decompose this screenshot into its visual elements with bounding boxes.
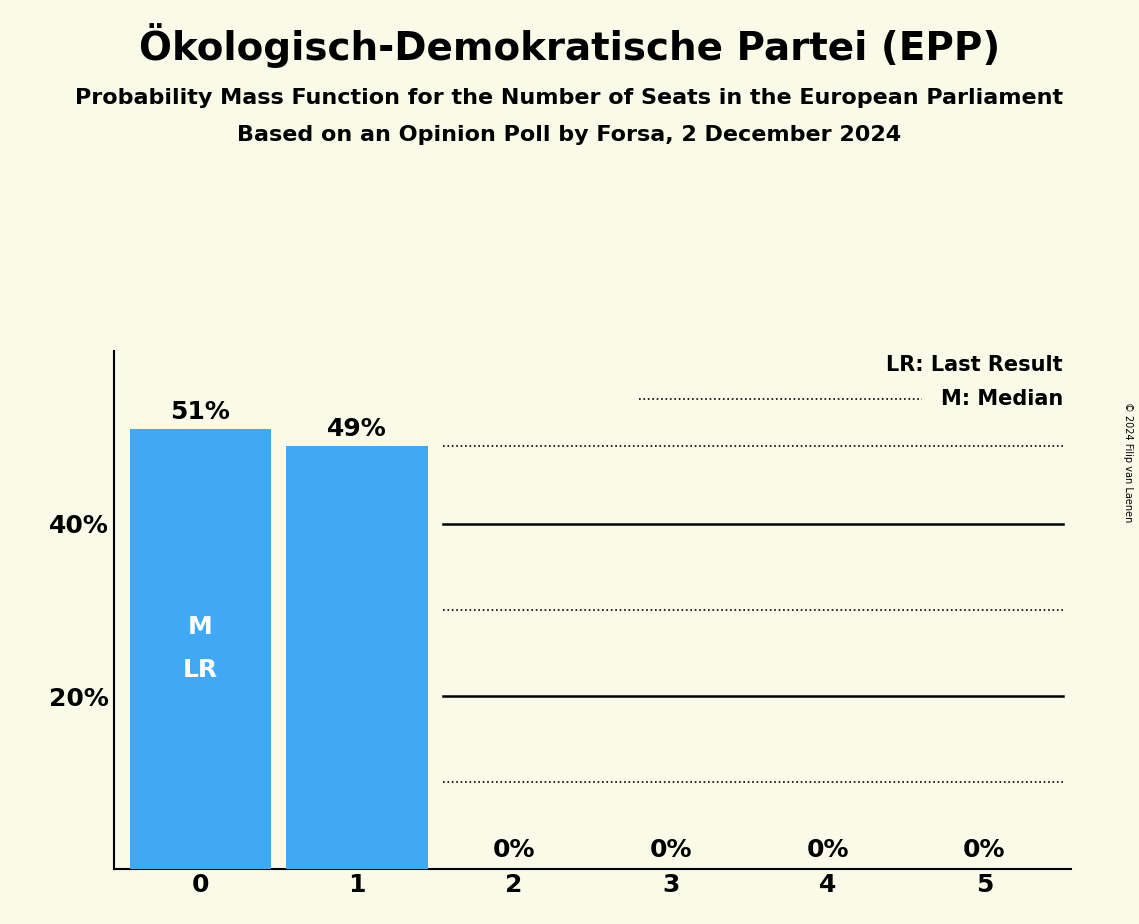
Bar [130,429,271,869]
Bar [286,446,427,869]
Text: LR: Last Result: LR: Last Result [886,356,1063,375]
Text: 0%: 0% [492,838,535,862]
Text: 0%: 0% [964,838,1006,862]
Text: M: M [188,615,213,639]
Text: 0%: 0% [806,838,849,862]
Text: 51%: 51% [170,399,230,423]
Text: 0%: 0% [649,838,693,862]
Text: LR: LR [182,658,218,682]
Text: Based on an Opinion Poll by Forsa, 2 December 2024: Based on an Opinion Poll by Forsa, 2 Dec… [237,125,902,145]
Text: © 2024 Filip van Laenen: © 2024 Filip van Laenen [1123,402,1133,522]
Text: 49%: 49% [327,417,387,441]
Text: M: Median: M: Median [941,389,1063,408]
Text: Probability Mass Function for the Number of Seats in the European Parliament: Probability Mass Function for the Number… [75,88,1064,108]
Text: Ökologisch-Demokratische Partei (EPP): Ökologisch-Demokratische Partei (EPP) [139,23,1000,68]
